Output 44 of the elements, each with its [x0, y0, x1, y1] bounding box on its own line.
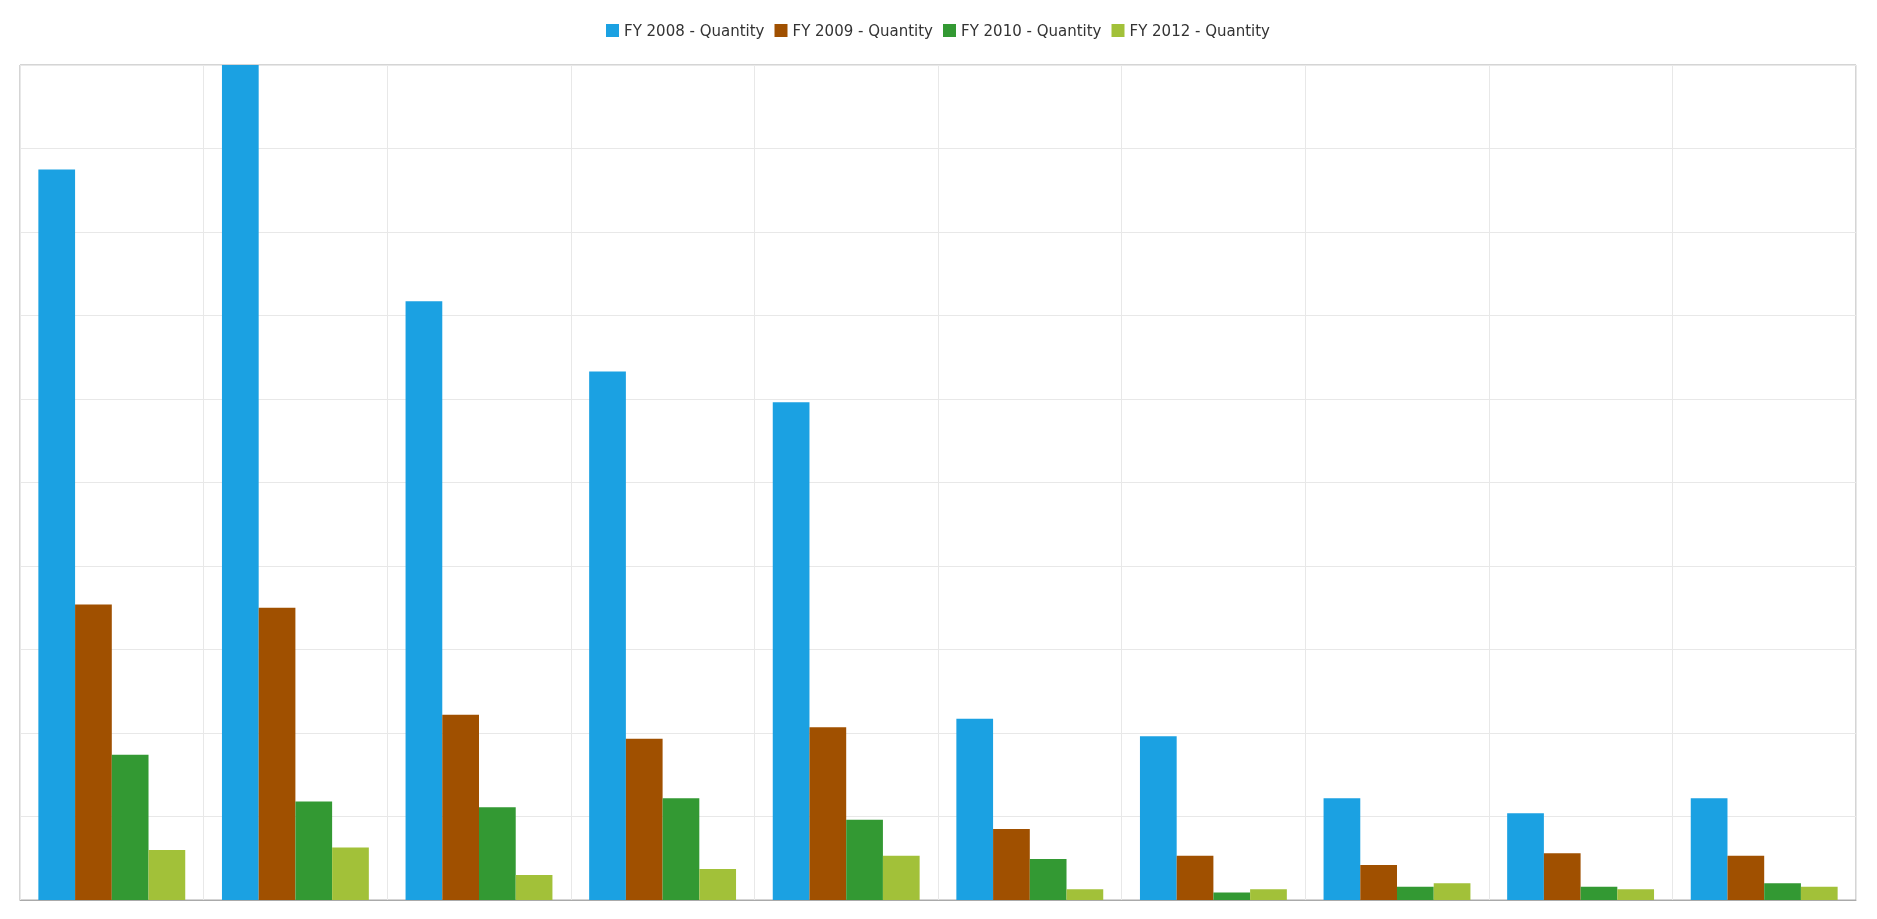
- bar: [332, 847, 369, 900]
- bar: [1433, 883, 1471, 900]
- legend-label: FY 2008 - Quantity: [624, 21, 765, 40]
- bar: [148, 849, 186, 900]
- legend-label: FY 2012 - Quantity: [1129, 21, 1271, 40]
- bar: [258, 607, 296, 900]
- bar: [1543, 853, 1581, 900]
- bar: [809, 727, 847, 900]
- bar: [1176, 855, 1214, 900]
- bar: [111, 754, 149, 900]
- bar: [772, 402, 810, 900]
- bar: [1800, 886, 1838, 900]
- bar: [515, 874, 553, 900]
- bar: [1507, 813, 1544, 900]
- bar: [699, 869, 737, 900]
- bar: [1139, 736, 1177, 900]
- bar: [295, 801, 333, 900]
- legend-label: FY 2009 - Quantity: [792, 21, 934, 40]
- bar: [1066, 889, 1104, 900]
- bar: [442, 714, 479, 900]
- bar: [405, 301, 443, 900]
- bar: [1617, 889, 1655, 900]
- bar: [1029, 859, 1067, 900]
- bar: [882, 855, 920, 900]
- bar: [846, 819, 883, 900]
- bar: [479, 807, 516, 900]
- bar: [1323, 798, 1361, 900]
- bar: [1213, 892, 1251, 900]
- legend-label: FY 2010 - Quantity: [961, 21, 1102, 40]
- bar: [625, 738, 663, 900]
- bar: [1690, 798, 1728, 900]
- bar: [589, 371, 626, 900]
- bar: [1727, 855, 1765, 900]
- bar: [956, 718, 994, 900]
- bar: [75, 604, 112, 900]
- bar: [1764, 883, 1801, 900]
- bar: [38, 169, 76, 900]
- bar: [221, 65, 259, 900]
- bar: [1360, 864, 1397, 900]
- bar: [1250, 889, 1287, 900]
- bar: [1397, 886, 1434, 900]
- bar: [662, 798, 700, 900]
- bar: [1580, 886, 1618, 900]
- bar: [993, 829, 1030, 900]
